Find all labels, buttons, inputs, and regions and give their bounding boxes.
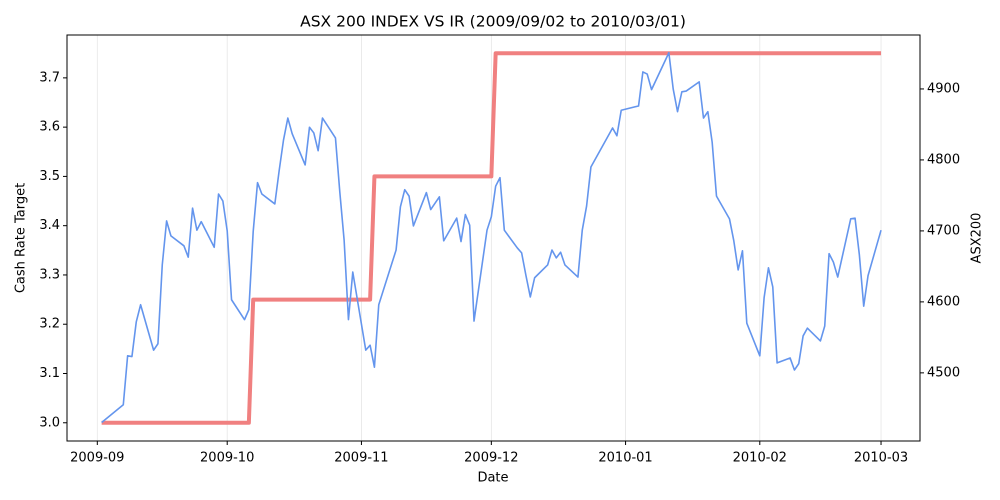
y-tick-label: 3.1 — [39, 366, 60, 381]
y-tick-label: 3.2 — [39, 317, 60, 332]
x-tick-label: 2009-10 — [200, 451, 254, 466]
y2-axis-label: ASX200 — [970, 213, 985, 264]
x-tick-label: 2009-12 — [464, 451, 518, 466]
y2-tick-label: 4900 — [927, 81, 960, 96]
plot-frame — [66, 34, 921, 442]
y2-tick-label: 4700 — [927, 223, 960, 238]
y-tick-label: 3.4 — [39, 218, 60, 233]
x-tick-label: 2009-11 — [334, 451, 388, 466]
y2-tick-label: 4500 — [927, 365, 960, 380]
x-tick-label: 2010-02 — [733, 451, 787, 466]
chart-title: ASX 200 INDEX VS IR (2009/09/02 to 2010/… — [300, 13, 686, 31]
x-tick-label: 2010-01 — [598, 451, 652, 466]
y2-tick-label: 4800 — [927, 152, 960, 167]
y2-tick-label: 4600 — [927, 294, 960, 309]
line-series — [101, 51, 882, 425]
x-tick-label: 2010-03 — [854, 451, 908, 466]
x-tick-label: 2009-09 — [70, 451, 124, 466]
line-series — [101, 51, 882, 424]
y-tick-label: 3.7 — [39, 70, 60, 85]
x-axis-label: Date — [477, 471, 508, 486]
y-tick-label: 3.0 — [39, 415, 60, 430]
y-tick-label: 3.5 — [39, 169, 60, 184]
y-axis-label: Cash Rate Target — [14, 183, 29, 293]
y-tick-label: 3.3 — [39, 267, 60, 282]
y-tick-label: 3.6 — [39, 120, 60, 135]
